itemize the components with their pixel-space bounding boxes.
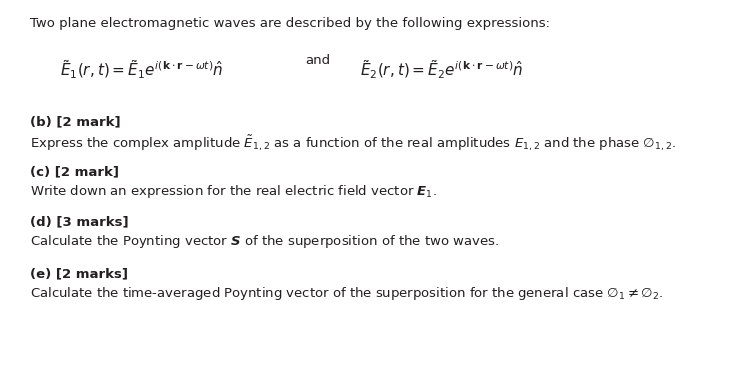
Text: $\tilde{E}_1(r,t) = \tilde{E}_1 e^{i(\mathbf{k}\cdot\mathbf{r}-\omega t)} \hat{n: $\tilde{E}_1(r,t) = \tilde{E}_1 e^{i(\ma… (60, 59, 223, 81)
Text: (b) [2 mark]: (b) [2 mark] (30, 115, 120, 128)
Text: and: and (305, 54, 330, 67)
Text: Calculate the Poynting vector $\boldsymbol{S}$ of the superposition of the two w: Calculate the Poynting vector $\boldsymb… (30, 233, 499, 250)
Text: Two plane electromagnetic waves are described by the following expressions:: Two plane electromagnetic waves are desc… (30, 17, 550, 30)
Text: (d) [3 marks]: (d) [3 marks] (30, 215, 129, 228)
Text: Express the complex amplitude $\tilde{E}_{1,2}$ as a function of the real amplit: Express the complex amplitude $\tilde{E}… (30, 133, 676, 153)
Text: $\tilde{E}_2(r,t) = \tilde{E}_2 e^{i(\mathbf{k}\cdot\mathbf{r}-\omega t)} \hat{n: $\tilde{E}_2(r,t) = \tilde{E}_2 e^{i(\ma… (360, 59, 523, 81)
Text: Calculate the time-averaged Poynting vector of the superposition for the general: Calculate the time-averaged Poynting vec… (30, 285, 663, 302)
Text: Write down an expression for the real electric field vector $\boldsymbol{E}_1$.: Write down an expression for the real el… (30, 183, 437, 200)
Text: (c) [2 mark]: (c) [2 mark] (30, 165, 119, 178)
Text: (e) [2 marks]: (e) [2 marks] (30, 267, 128, 280)
